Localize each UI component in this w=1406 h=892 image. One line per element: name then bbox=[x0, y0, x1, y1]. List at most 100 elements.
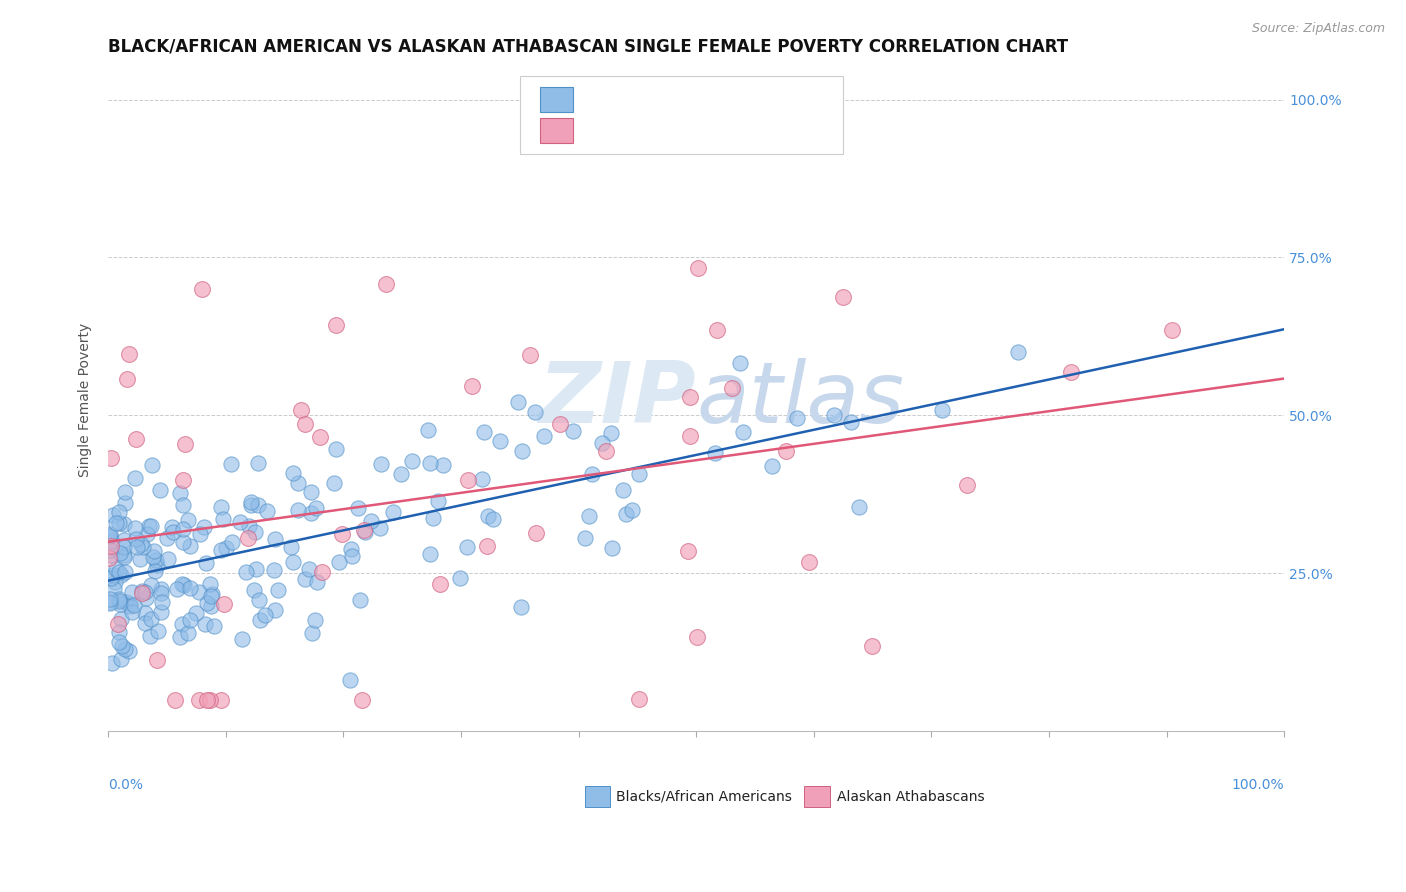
Point bbox=[100, 533, 122, 548]
Point bbox=[98, 529, 121, 543]
Point bbox=[98, 529, 121, 543]
Point bbox=[419, 547, 441, 561]
Point bbox=[177, 512, 200, 526]
Point bbox=[118, 599, 141, 613]
Point bbox=[131, 585, 153, 599]
Point bbox=[368, 521, 391, 535]
Point bbox=[401, 454, 423, 468]
Point bbox=[375, 277, 398, 291]
Text: 198: 198 bbox=[782, 91, 817, 109]
Point bbox=[104, 516, 127, 530]
Point bbox=[131, 583, 153, 598]
Point bbox=[141, 458, 163, 472]
Point bbox=[239, 498, 262, 512]
Point bbox=[110, 652, 132, 666]
Point bbox=[1007, 345, 1029, 359]
Point bbox=[160, 519, 183, 533]
Text: N =: N = bbox=[724, 122, 759, 140]
Point bbox=[118, 597, 141, 611]
Point bbox=[931, 402, 953, 417]
Point bbox=[524, 526, 547, 541]
Point bbox=[602, 541, 624, 555]
Point bbox=[1161, 323, 1184, 337]
Point bbox=[198, 692, 221, 706]
Point bbox=[254, 607, 277, 622]
Point bbox=[339, 673, 361, 687]
Point bbox=[322, 475, 344, 490]
Point bbox=[166, 582, 188, 597]
Point bbox=[245, 524, 267, 539]
Point bbox=[245, 561, 267, 575]
Point bbox=[98, 542, 121, 557]
Text: 0.602: 0.602 bbox=[645, 91, 697, 109]
Point bbox=[173, 473, 195, 487]
Point bbox=[149, 483, 172, 498]
Point bbox=[122, 598, 145, 612]
Point bbox=[157, 552, 180, 566]
Point bbox=[138, 518, 160, 533]
Point bbox=[118, 644, 141, 658]
Point bbox=[382, 505, 405, 519]
Point bbox=[191, 282, 214, 296]
Point bbox=[188, 585, 211, 599]
Point bbox=[456, 541, 478, 555]
Point bbox=[471, 472, 494, 486]
Point bbox=[188, 526, 211, 541]
Point bbox=[129, 552, 152, 566]
Point bbox=[247, 592, 270, 607]
Point bbox=[475, 539, 498, 553]
Point bbox=[172, 535, 194, 549]
Text: Blacks/African Americans: Blacks/African Americans bbox=[616, 789, 792, 804]
Point bbox=[349, 593, 371, 607]
Point bbox=[125, 533, 148, 547]
Point bbox=[287, 476, 309, 491]
Point bbox=[347, 500, 370, 515]
Point bbox=[150, 586, 173, 600]
Point bbox=[112, 550, 135, 565]
Point bbox=[194, 556, 217, 570]
Point bbox=[330, 527, 353, 541]
Point bbox=[195, 596, 218, 610]
Point bbox=[150, 595, 173, 609]
Point bbox=[114, 565, 136, 579]
Point bbox=[280, 540, 302, 554]
Bar bbox=[540, 87, 572, 112]
Point bbox=[489, 434, 512, 449]
Point bbox=[112, 533, 135, 547]
Point bbox=[145, 553, 167, 567]
Point bbox=[103, 568, 125, 582]
Point bbox=[581, 467, 603, 481]
Point bbox=[304, 613, 326, 627]
Point bbox=[112, 517, 135, 532]
Point bbox=[170, 577, 193, 591]
Point bbox=[298, 562, 321, 576]
Point bbox=[510, 443, 533, 458]
Point bbox=[134, 615, 156, 630]
Point bbox=[238, 518, 260, 533]
Point bbox=[328, 555, 350, 569]
Point bbox=[98, 527, 121, 541]
Point bbox=[239, 495, 262, 509]
Point bbox=[212, 597, 235, 611]
Point bbox=[299, 484, 322, 499]
Point bbox=[173, 437, 195, 451]
Text: N =: N = bbox=[724, 91, 759, 109]
Point bbox=[104, 575, 127, 590]
Point bbox=[108, 625, 131, 640]
Point bbox=[676, 543, 699, 558]
Point bbox=[98, 591, 121, 606]
Text: 0.362: 0.362 bbox=[645, 122, 697, 140]
Point bbox=[353, 523, 375, 537]
Point bbox=[679, 390, 702, 404]
Point bbox=[200, 589, 222, 603]
Point bbox=[325, 318, 347, 333]
Point bbox=[429, 577, 451, 591]
Point bbox=[100, 571, 122, 585]
Point bbox=[354, 525, 377, 540]
Point bbox=[688, 260, 710, 275]
Point bbox=[100, 656, 122, 670]
Point bbox=[107, 516, 129, 531]
Point bbox=[309, 430, 332, 444]
Point bbox=[193, 519, 215, 533]
Point bbox=[477, 508, 499, 523]
